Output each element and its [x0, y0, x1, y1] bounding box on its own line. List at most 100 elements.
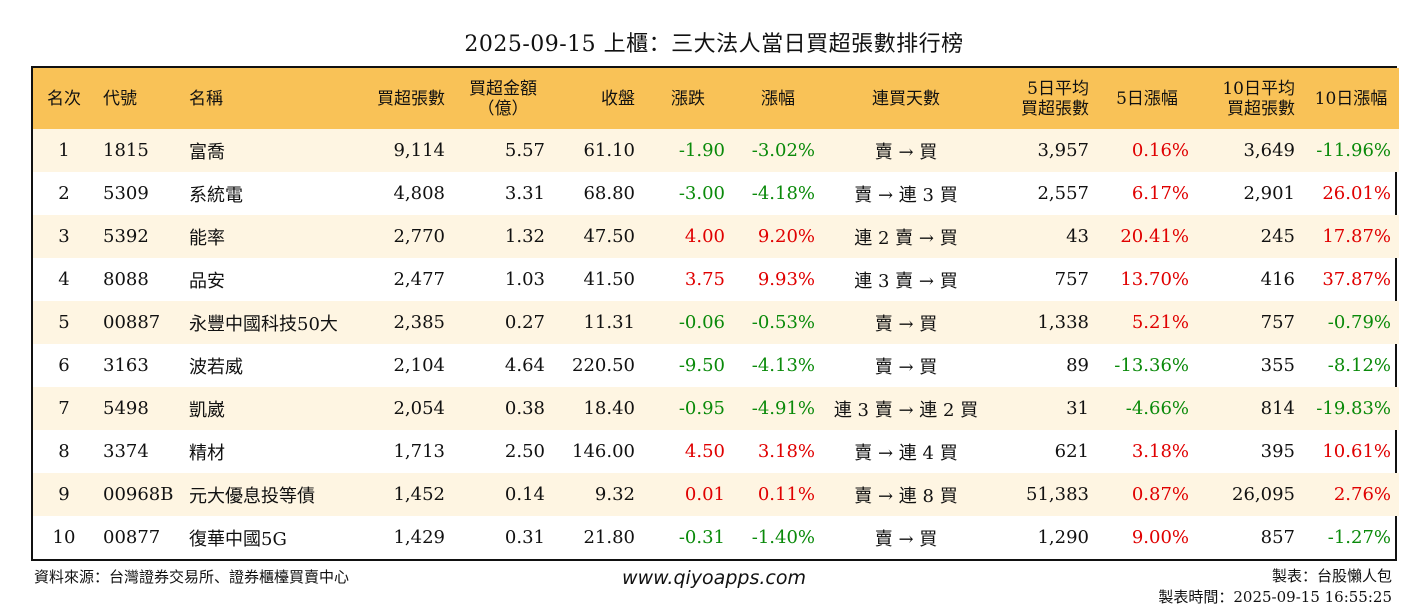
cell-pct: -0.53% — [733, 301, 823, 344]
cell-avg10: 814 — [1197, 387, 1303, 430]
table-row: 7 5498 凱崴 2,054 0.38 18.40 -0.95 -4.91% 連 3 賣 → … — [33, 387, 1399, 430]
cell-avg10: 757 — [1197, 301, 1303, 344]
cell-amount: 5.57 — [453, 129, 553, 172]
table-row: 6 3163 波若威 2,104 4.64 220.50 -9.50 -4.13% 賣 → 買 8… — [33, 344, 1399, 387]
cell-rank: 6 — [58, 355, 70, 376]
cell-streak: 賣 → 買 — [823, 301, 989, 344]
cell-name: 凱崴 — [181, 387, 365, 430]
header-amount: 買超金額 （億） — [453, 68, 553, 129]
cell-streak: 賣 → 買 — [874, 528, 938, 550]
header-line: 連買天數 — [872, 88, 940, 109]
cell-buy-lots: 2,054 — [365, 387, 453, 430]
cell-streak: 連 3 賣 → 連 2 買 — [823, 387, 989, 430]
cell-pct: 3.18% — [757, 441, 815, 462]
cell-amount: 0.14 — [453, 473, 553, 516]
header-avg10: 10日平均 買超張數 — [1197, 68, 1303, 129]
cell-pct10: 37.87% — [1322, 269, 1391, 290]
header-name: 名稱 — [181, 68, 365, 129]
cell-code: 5392 — [95, 215, 181, 258]
header-line: 買超張數 — [1021, 98, 1089, 119]
cell-close: 146.00 — [572, 441, 635, 462]
cell-code: 00968B — [95, 473, 181, 516]
cell-avg10: 395 — [1260, 441, 1295, 462]
cell-avg10: 245 — [1197, 215, 1303, 258]
cell-avg5: 2,557 — [1037, 183, 1089, 204]
header-avg5: 5日平均 買超張數 — [989, 68, 1097, 129]
header-line: 名次 — [47, 88, 81, 109]
cell-pct5: 20.41% — [1097, 215, 1197, 258]
header-buy-lots: 買超張數 — [365, 68, 453, 129]
header-line: 買超張數 — [1227, 98, 1295, 119]
cell-code: 00887 — [95, 301, 181, 344]
cell-code: 8088 — [103, 269, 149, 290]
cell-code: 00877 — [103, 527, 161, 548]
cell-close: 68.80 — [583, 183, 635, 204]
cell-buy-lots: 4,808 — [393, 183, 445, 204]
cell-pct5: 6.17% — [1131, 183, 1189, 204]
cell-code: 3163 — [103, 355, 149, 376]
cell-avg10: 3,649 — [1197, 129, 1303, 172]
cell-change: -0.31 — [678, 527, 725, 548]
cell-pct: -4.18% — [751, 183, 815, 204]
cell-change: 0.01 — [643, 473, 733, 516]
header-line: 買超張數 — [377, 88, 445, 109]
table-row: 4 8088 品安 2,477 1.03 41.50 3.75 9.93% 連 3 賣 → 買 7… — [33, 258, 1399, 301]
cell-streak: 賣 → 買 — [874, 356, 938, 378]
cell-pct10: -1.27% — [1327, 527, 1391, 548]
cell-pct10: 10.61% — [1322, 441, 1391, 462]
cell-pct5: 5.21% — [1097, 301, 1197, 344]
header-pct10: 10日漲幅 — [1303, 68, 1399, 129]
cell-change: 3.75 — [684, 269, 725, 290]
cell-streak: 賣 → 連 4 買 — [854, 442, 958, 464]
made-time: 製表時間：2025-09-15 16:55:25 — [1158, 588, 1392, 606]
cell-name: 能率 — [181, 215, 365, 258]
cell-rank: 7 — [33, 387, 95, 430]
header-pct5: 5日漲幅 — [1097, 68, 1197, 129]
cell-pct5: -4.66% — [1097, 387, 1197, 430]
table-row: 10 00877 復華中國5G 1,429 0.31 21.80 -0.31 -1.40% 賣 … — [33, 516, 1399, 559]
header-line: 買超金額 — [469, 78, 537, 99]
cell-pct5: 9.00% — [1131, 527, 1189, 548]
cell-close: 61.10 — [553, 129, 643, 172]
cell-pct10: 2.76% — [1303, 473, 1399, 516]
cell-buy-lots: 2,770 — [365, 215, 453, 258]
cell-pct5: 0.16% — [1097, 129, 1197, 172]
cell-streak: 連 3 賣 → 買 — [854, 270, 958, 292]
cell-pct10: -11.96% — [1303, 129, 1399, 172]
header-streak: 連買天數 — [823, 68, 989, 129]
header-line: 名稱 — [189, 88, 223, 109]
table-row: 2 5309 系統電 4,808 3.31 68.80 -3.00 -4.18% 賣 → 連 3… — [33, 172, 1399, 215]
cell-rank: 9 — [33, 473, 95, 516]
cell-amount: 1.03 — [504, 269, 545, 290]
cell-rank: 8 — [58, 441, 70, 462]
cell-name: 精材 — [189, 442, 225, 464]
cell-pct: -4.13% — [751, 355, 815, 376]
cell-change: 4.50 — [684, 441, 725, 462]
header-line: 10日漲幅 — [1314, 88, 1388, 109]
cell-avg5: 51,383 — [989, 473, 1097, 516]
cell-change: -0.06 — [643, 301, 733, 344]
header-line: 漲跌 — [671, 88, 705, 109]
header-line: 5日漲幅 — [1116, 88, 1178, 109]
cell-amount: 0.27 — [453, 301, 553, 344]
cell-pct5: 3.18% — [1131, 441, 1189, 462]
cell-avg10: 355 — [1260, 355, 1295, 376]
cell-change: -9.50 — [678, 355, 725, 376]
cell-avg5: 89 — [1066, 355, 1089, 376]
cell-pct10: -19.83% — [1303, 387, 1399, 430]
cell-streak: 賣 → 買 — [823, 129, 989, 172]
site-url: www.qiyoapps.com — [622, 567, 806, 589]
cell-buy-lots: 1,452 — [365, 473, 453, 516]
table-row: 9 00968B 元大優息投等債 1,452 0.14 9.32 0.01 0.11% 賣 → … — [33, 473, 1399, 516]
cell-rank: 10 — [52, 527, 76, 548]
cell-close: 9.32 — [553, 473, 643, 516]
header-rank: 名次 — [33, 68, 95, 129]
cell-close: 21.80 — [583, 527, 635, 548]
header-code: 代號 — [95, 68, 181, 129]
cell-amount: 4.64 — [504, 355, 545, 376]
cell-avg10: 857 — [1260, 527, 1295, 548]
cell-buy-lots: 9,114 — [365, 129, 453, 172]
page-title: 2025-09-15 上櫃：三大法人當日買超張數排行榜 — [464, 32, 964, 57]
cell-change: -3.00 — [678, 183, 725, 204]
